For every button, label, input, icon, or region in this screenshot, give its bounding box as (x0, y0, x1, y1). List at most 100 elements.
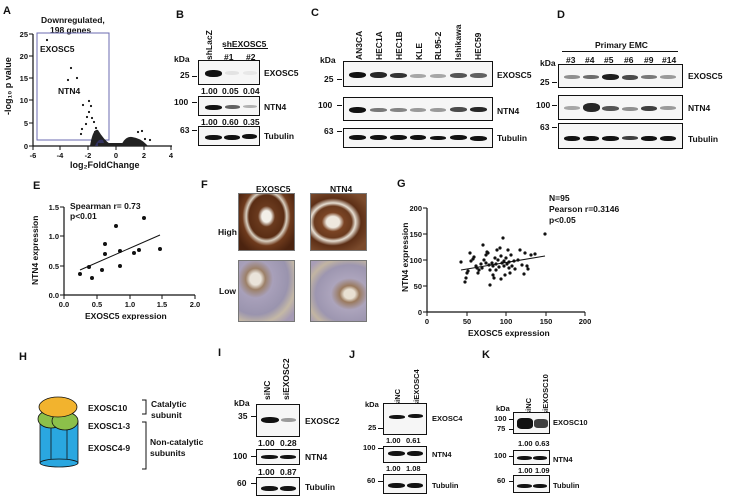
row-label-tubulin: Tubulin (305, 482, 336, 492)
quant-1-siEXOSC2: 0.28 (280, 438, 297, 448)
marker-60: 60 (497, 476, 506, 485)
svg-text:1.0: 1.0 (49, 232, 59, 241)
ihc-row-low: Low (219, 286, 236, 296)
quant-1-siEXOSC4: 0.61 (406, 436, 421, 445)
panel-label-g: G (397, 178, 406, 190)
marker-tick (337, 105, 342, 106)
svg-text:-2: -2 (85, 151, 92, 160)
ihc-image-ntn4-low (310, 260, 367, 322)
svg-text:5: 5 (24, 119, 28, 128)
quant-1-siNC: 1.00 (386, 436, 401, 445)
svg-text:EXOSC5 expression: EXOSC5 expression (468, 328, 550, 338)
marker-tick (509, 456, 514, 457)
svg-text:200: 200 (409, 204, 422, 213)
volcano-box-title-1: Downregulated, (41, 15, 105, 25)
scatter-plot-e: 1.5 1.0 0.5 0.0 0.0 0.5 1.0 1.5 2.0 NTN4… (30, 203, 200, 320)
kda-label: kDa (540, 58, 556, 68)
quant-2-siNC: 1.00 (518, 466, 533, 475)
component-exosc1-3: EXOSC1-3 (88, 421, 131, 431)
p-value-stat: p<0.05 (549, 215, 576, 225)
marker-tick (251, 456, 256, 457)
marker-tick (378, 428, 383, 429)
marker-60: 60 (237, 478, 247, 488)
row-label-ntn4: NTN4 (688, 103, 711, 113)
lane-label-siexosc10: siEXOSC10 (541, 374, 550, 415)
svg-text:0.5: 0.5 (92, 300, 102, 309)
svg-text:150: 150 (540, 317, 553, 326)
lane-label-4: #4 (585, 55, 595, 65)
marker-63: 63 (324, 126, 334, 136)
lane-label-hec1b: HEC1B (394, 31, 404, 60)
ihc-col-exosc5: EXOSC5 (256, 184, 291, 194)
group-noncatalytic-1: Non-catalytic (150, 437, 204, 447)
quant-ntn4-1: 1.00 (201, 117, 218, 127)
svg-text:10: 10 (20, 96, 28, 105)
component-exosc4-9: EXOSC4-9 (88, 443, 131, 453)
lane-label-an3ca: AN3CA (354, 30, 364, 60)
quant-2-siNC: 1.00 (258, 467, 275, 477)
lane-label-9: #9 (644, 55, 654, 65)
marker-tick (251, 416, 256, 417)
blot-exosc10 (513, 412, 550, 434)
marker-tick (552, 82, 557, 83)
lane-label-shlacz: shLacZ (204, 30, 214, 60)
ihc-row-high: High (218, 227, 237, 237)
blot-tubulin (513, 475, 550, 493)
marker-tick (337, 131, 342, 132)
row-label-tubulin: Tubulin (553, 481, 580, 490)
row-label-ntn4: NTN4 (432, 450, 452, 459)
volcano-plot: 25 20 15 10 5 0 -6 -4 -2 0 2 4 (3, 30, 174, 170)
svg-text:0.5: 0.5 (49, 262, 59, 271)
lane-label-hec1a: HEC1A (374, 31, 384, 60)
svg-text:0: 0 (425, 317, 429, 326)
quant-1-siNC: 1.00 (518, 439, 533, 448)
group-underline (562, 51, 678, 52)
row-label-exosc4: EXOSC4 (432, 414, 463, 423)
svg-text:0.0: 0.0 (59, 300, 69, 309)
marker-100: 100 (494, 414, 507, 423)
blot-ntn4 (513, 450, 550, 465)
marker-100: 100 (233, 451, 248, 461)
svg-text:100: 100 (409, 256, 422, 265)
panel-label-a: A (3, 5, 11, 17)
row-label-ntn4: NTN4 (305, 452, 328, 462)
lane-label-hec59: HEC59 (473, 32, 483, 60)
blot-ntn4 (383, 446, 427, 463)
quant-exosc5-1: 1.00 (201, 86, 218, 96)
quant-ntn4-3: 0.35 (243, 117, 260, 127)
group-catalytic-2: subunit (151, 410, 182, 420)
quant-2-siNC: 1.00 (386, 464, 401, 473)
marker-tick (192, 130, 197, 131)
svg-text:EXOSC5 expression: EXOSC5 expression (85, 311, 167, 320)
svg-text:NTN4 expression: NTN4 expression (30, 216, 40, 285)
blot-tubulin (256, 477, 300, 496)
quant-2-siEXOSC4: 1.08 (406, 464, 421, 473)
lane-label-1: #1 (224, 52, 234, 62)
quant-ntn4-2: 0.60 (222, 117, 239, 127)
blot-exosc5 (558, 64, 683, 88)
pearson-stat: Pearson r=0.3146 (549, 204, 620, 214)
marker-tick (378, 481, 383, 482)
blot-ntn4 (343, 97, 493, 121)
group-underline (224, 48, 268, 49)
marker-100b: 100 (494, 451, 507, 460)
panel-label-k: K (482, 349, 490, 361)
svg-text:2.0: 2.0 (190, 300, 200, 309)
marker-tick (378, 448, 383, 449)
svg-text:0: 0 (24, 142, 28, 151)
kda-label: kDa (496, 404, 510, 413)
blot-exosc4 (383, 403, 427, 435)
marker-tick (192, 102, 197, 103)
scatter-plot-g: 200 150 100 50 0 0 50 100 150 200 NTN4 (400, 204, 591, 338)
blot-exosc2 (256, 404, 300, 437)
svg-text:-6: -6 (30, 151, 37, 160)
marker-63: 63 (540, 122, 550, 132)
row-label-ntn4: NTN4 (497, 106, 520, 116)
volcano-y-label: -log₁₀ p value (3, 57, 13, 115)
row-label-ntn4: NTN4 (264, 102, 287, 112)
svg-text:2: 2 (142, 151, 146, 160)
lane-label-14: #14 (662, 55, 677, 65)
volcano-annotation-ntn4: NTN4 (58, 86, 81, 96)
panel-label-d: D (557, 9, 565, 21)
lane-label-siexosc4: siEXOSC4 (412, 369, 421, 406)
